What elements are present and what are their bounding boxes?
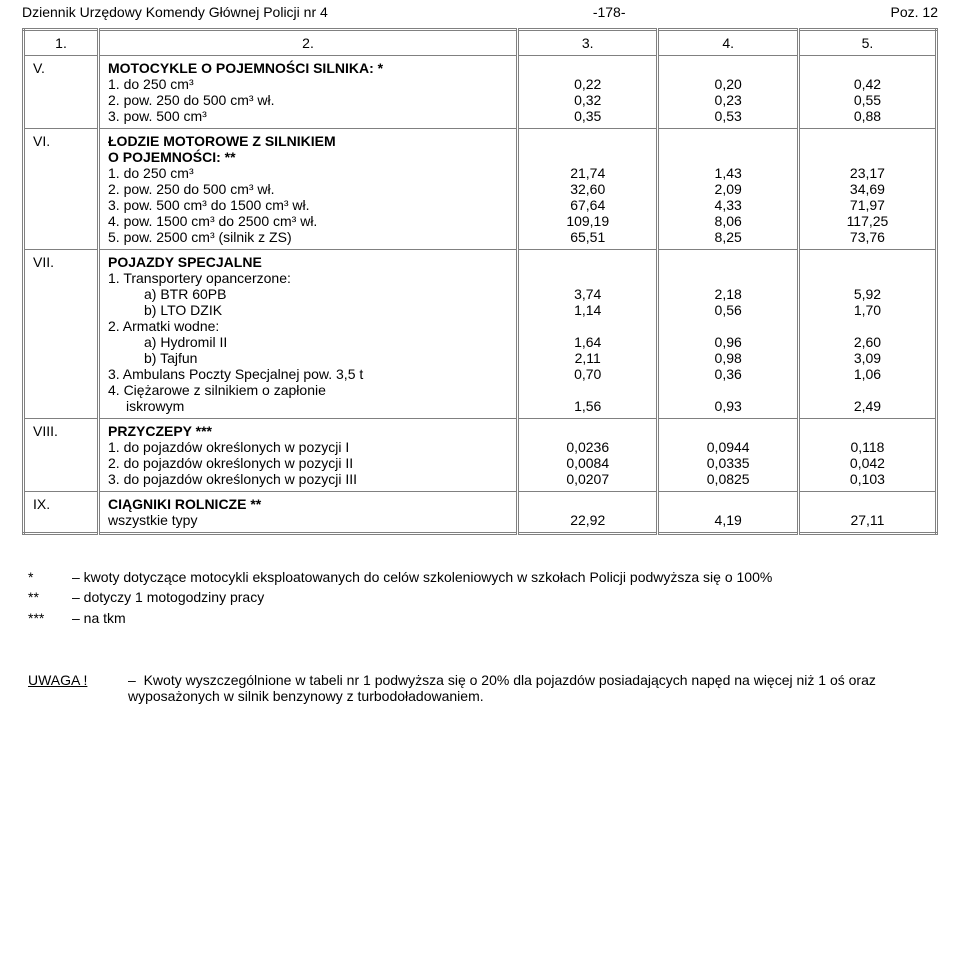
row-col3: 21,7432,6067,64109,1965,51 (518, 129, 658, 250)
table-header-row: 1. 2. 3. 4. 5. (24, 30, 937, 56)
table-row: VII.POJAZDY SPECJALNE1. Transportery opa… (24, 250, 937, 419)
col-header-3: 3. (518, 30, 658, 56)
table-row: VI.ŁODZIE MOTOROWE Z SILNIKIEMO POJEMNOŚ… (24, 129, 937, 250)
data-table: 1. 2. 3. 4. 5. V.MOTOCYKLE O POJEMNOŚCI … (22, 28, 938, 535)
col-header-5: 5. (798, 30, 936, 56)
table-row: IX.CIĄGNIKI ROLNICZE **wszystkie typy 22… (24, 492, 937, 534)
row-col5: 27,11 (798, 492, 936, 534)
uwaga-sep: – (128, 672, 136, 688)
row-col3: 0,220,320,35 (518, 56, 658, 129)
row-col4: 0,200,230,53 (658, 56, 798, 129)
footnote-text: – kwoty dotyczące motocykli eksploatowan… (72, 567, 932, 587)
footnote-row: *– kwoty dotyczące motocykli eksploatowa… (28, 567, 932, 587)
row-roman: VIII. (24, 419, 99, 492)
header-right: Poz. 12 (891, 4, 938, 20)
row-roman: IX. (24, 492, 99, 534)
uwaga-text: Kwoty wyszczególnione w tabeli nr 1 podw… (128, 672, 876, 704)
uwaga-label: UWAGA ! (28, 672, 87, 688)
col-header-1: 1. (24, 30, 99, 56)
col-header-4: 4. (658, 30, 798, 56)
row-col4: 1,432,094,338,068,25 (658, 129, 798, 250)
row-col4: 2,180,56 0,960,980,36 0,93 (658, 250, 798, 419)
row-col4: 4,19 (658, 492, 798, 534)
uwaga-block: UWAGA ! – Kwoty wyszczególnione w tabeli… (28, 672, 932, 704)
footnote-row: **– dotyczy 1 motogodziny pracy (28, 587, 932, 607)
row-col5: 5,921,70 2,603,091,06 2,49 (798, 250, 936, 419)
row-description: CIĄGNIKI ROLNICZE **wszystkie typy (99, 492, 518, 534)
row-col3: 22,92 (518, 492, 658, 534)
footnote-mark: ** (28, 587, 72, 607)
table-row: V.MOTOCYKLE O POJEMNOŚCI SILNIKA: *1. do… (24, 56, 937, 129)
row-description: MOTOCYKLE O POJEMNOŚCI SILNIKA: *1. do 2… (99, 56, 518, 129)
footnote-text: – na tkm (72, 608, 932, 628)
row-roman: V. (24, 56, 99, 129)
row-roman: VI. (24, 129, 99, 250)
row-col4: 0,09440,03350,0825 (658, 419, 798, 492)
row-roman: VII. (24, 250, 99, 419)
header-left: Dziennik Urzędowy Komendy Głównej Policj… (22, 4, 328, 20)
row-description: ŁODZIE MOTOROWE Z SILNIKIEMO POJEMNOŚCI:… (99, 129, 518, 250)
page-header: Dziennik Urzędowy Komendy Głównej Policj… (22, 0, 938, 28)
footnote-mark: *** (28, 608, 72, 628)
footnotes: *– kwoty dotyczące motocykli eksploatowa… (28, 567, 932, 628)
footnote-mark: * (28, 567, 72, 587)
row-description: POJAZDY SPECJALNE1. Transportery opancer… (99, 250, 518, 419)
table-row: VIII.PRZYCZEPY ***1. do pojazdów określo… (24, 419, 937, 492)
footnote-text: – dotyczy 1 motogodziny pracy (72, 587, 932, 607)
header-center: -178- (593, 4, 626, 20)
footnote-row: ***– na tkm (28, 608, 932, 628)
row-col3: 3,741,14 1,642,110,70 1,56 (518, 250, 658, 419)
col-header-2: 2. (99, 30, 518, 56)
row-col5: 0,420,550,88 (798, 56, 936, 129)
row-description: PRZYCZEPY ***1. do pojazdów określonych … (99, 419, 518, 492)
row-col5: 23,1734,6971,97117,2573,76 (798, 129, 936, 250)
row-col3: 0,02360,00840,0207 (518, 419, 658, 492)
row-col5: 0,1180,0420,103 (798, 419, 936, 492)
